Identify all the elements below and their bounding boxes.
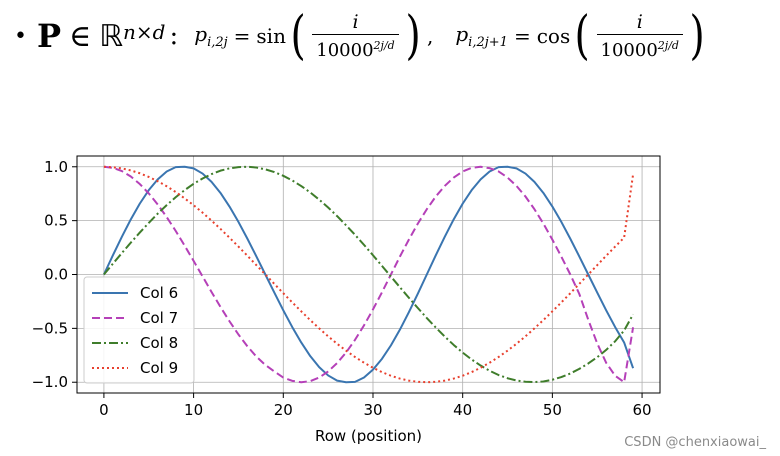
denominator-base-2: 10000 — [600, 40, 658, 61]
denominator-exp-2: 2j/d — [657, 39, 679, 52]
equals-sign: = — [233, 24, 251, 48]
y-tick-label-2: 0.0 — [44, 266, 68, 284]
x-tick-label-1: 10 — [184, 401, 203, 419]
lhs-even-subscript: i,2j — [207, 35, 228, 50]
lhs-odd-symbol: p — [455, 22, 469, 46]
lhs-even-symbol: p — [194, 22, 208, 46]
x-tick-label-2: 20 — [274, 401, 293, 419]
y-tick-label-3: −0.5 — [32, 319, 68, 337]
real-space-symbol: ℝ — [99, 18, 124, 54]
right-paren-2: ) — [689, 6, 705, 66]
y-tick-label-4: −1.0 — [32, 373, 68, 391]
lhs-odd: pi,2j+1 — [455, 22, 508, 50]
numerator-2: i — [636, 11, 643, 33]
element-of-symbol: ∈ — [69, 18, 92, 54]
equals-sign-2: = — [513, 24, 531, 48]
fraction-1: i 100002j/d — [312, 10, 399, 62]
legend-label-2: Col 8 — [140, 334, 178, 352]
series-line-col-9 — [103, 165, 635, 384]
cos-function: cos — [536, 24, 571, 48]
bullet: • — [14, 23, 27, 49]
series-line-col-8 — [103, 165, 634, 384]
x-tick-label-6: 60 — [633, 401, 652, 419]
sin-function: sin — [256, 24, 286, 48]
lhs-even: pi,2j — [194, 22, 227, 50]
matrix-symbol: P — [36, 17, 62, 55]
positional-encoding-formula: • P ∈ ℝ n×d : pi,2j = sin ( i 100002j/d … — [14, 6, 709, 66]
series-line-col-6 — [103, 165, 635, 384]
watermark: CSDN @chenxiaowai_ — [624, 435, 766, 450]
legend-label-3: Col 9 — [140, 359, 178, 377]
x-tick-label-5: 50 — [543, 401, 562, 419]
legend-label-1: Col 7 — [140, 309, 178, 327]
left-paren-2: ( — [574, 6, 590, 66]
denominator-exp-1: 2j/d — [373, 39, 395, 52]
y-tick-label-1: 0.5 — [44, 212, 68, 230]
comma: , — [427, 24, 434, 48]
y-tick-label-0: 1.0 — [44, 158, 68, 176]
denominator-2: 100002j/d — [596, 34, 683, 62]
denominator-1: 100002j/d — [312, 34, 399, 62]
x-tick-label-4: 40 — [453, 401, 472, 419]
legend-label-0: Col 6 — [140, 284, 178, 302]
dims-superscript: n×d — [123, 20, 166, 44]
numerator-1: i — [352, 11, 359, 33]
x-tick-label-0: 0 — [99, 401, 109, 419]
x-tick-label-3: 30 — [363, 401, 382, 419]
legend-box — [83, 276, 195, 384]
denominator-base-1: 10000 — [316, 40, 374, 61]
right-paren-1: ) — [405, 6, 421, 66]
left-paren-1: ( — [290, 6, 306, 66]
series-line-col-7 — [103, 165, 635, 384]
fraction-2: i 100002j/d — [596, 10, 683, 62]
x-axis-label: Row (position) — [315, 427, 422, 445]
colon: : — [169, 21, 179, 51]
legend: Col 6 Col 7 Col 8 Col 9 — [83, 276, 195, 384]
lhs-odd-subscript: i,2j+1 — [468, 35, 508, 50]
